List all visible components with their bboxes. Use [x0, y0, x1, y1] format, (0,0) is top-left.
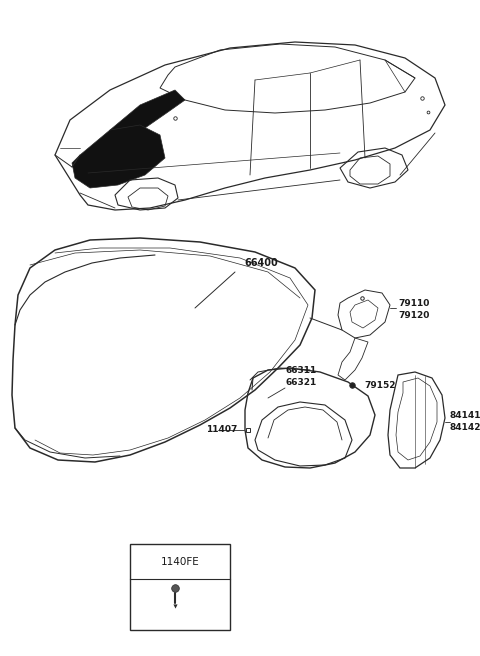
Text: 11407: 11407	[206, 426, 238, 434]
Text: 66321: 66321	[285, 378, 316, 387]
Text: 84142F: 84142F	[450, 424, 480, 432]
Text: 79120: 79120	[398, 310, 430, 319]
Text: 1140FE: 1140FE	[161, 556, 199, 567]
Bar	[130, 544, 230, 630]
Text: 66311: 66311	[285, 366, 316, 375]
Polygon shape	[108, 90, 185, 148]
Text: 84141F: 84141F	[450, 411, 480, 419]
Text: 79152: 79152	[364, 380, 396, 390]
Polygon shape	[72, 125, 165, 188]
Text: 79110: 79110	[398, 298, 430, 308]
Text: 66400: 66400	[245, 258, 278, 268]
